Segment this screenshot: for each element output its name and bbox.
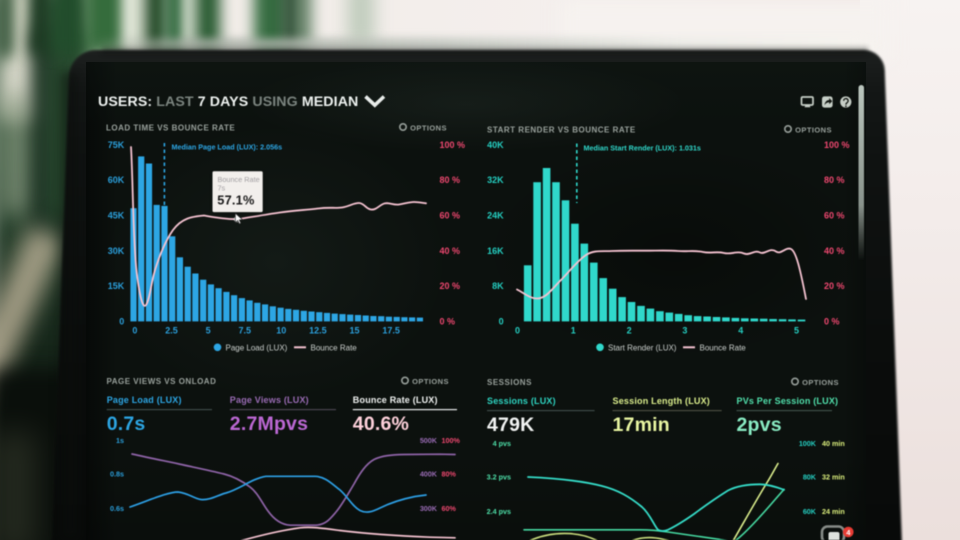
svg-text:OPTIONS: OPTIONS	[412, 377, 449, 386]
svg-text:PVs Per Session (LUX): PVs Per Session (LUX)	[737, 396, 839, 406]
svg-text:0.8s: 0.8s	[110, 470, 124, 479]
svg-text:20 %: 20 %	[440, 281, 461, 291]
svg-text:Page Load (LUX): Page Load (LUX)	[226, 343, 288, 352]
svg-text:OPTIONS: OPTIONS	[410, 124, 447, 133]
svg-text:USERS: LAST 7 DAYS USING MEDIA: USERS: LAST 7 DAYS USING MEDIAN	[98, 94, 358, 110]
svg-text:1s: 1s	[116, 436, 124, 445]
svg-text:Median Start Render (LUX): 1.0: Median Start Render (LUX): 1.031s	[584, 144, 701, 153]
svg-text:20 %: 20 %	[824, 281, 845, 291]
svg-text:2.7Mpvs: 2.7Mpvs	[230, 413, 308, 435]
svg-text:57.1%: 57.1%	[217, 193, 255, 208]
svg-text:15: 15	[349, 326, 359, 336]
svg-text:75K: 75K	[108, 140, 125, 150]
svg-text:100 %: 100 %	[824, 140, 850, 150]
svg-text:0: 0	[119, 317, 124, 327]
svg-text:OPTIONS: OPTIONS	[802, 378, 839, 387]
svg-text:300K: 300K	[420, 504, 438, 513]
svg-text:3.2 pvs: 3.2 pvs	[487, 473, 511, 482]
svg-text:24K: 24K	[487, 211, 504, 221]
svg-text:45K: 45K	[108, 211, 125, 221]
svg-text:Session Length (LUX): Session Length (LUX)	[613, 396, 711, 406]
svg-text:Bounce Rate: Bounce Rate	[700, 343, 747, 352]
svg-text:40 min: 40 min	[822, 439, 845, 448]
svg-text:2.4 pvs: 2.4 pvs	[487, 507, 511, 516]
svg-text:0 %: 0 %	[824, 317, 840, 327]
svg-text:7s: 7s	[218, 184, 226, 193]
svg-text:16K: 16K	[487, 246, 504, 256]
svg-text:12.5: 12.5	[309, 326, 327, 336]
svg-text:60 %: 60 %	[824, 211, 845, 221]
svg-text:4 pvs: 4 pvs	[493, 439, 511, 448]
svg-text:Page Load (LUX): Page Load (LUX)	[107, 395, 182, 405]
svg-text:60%: 60%	[442, 504, 457, 513]
svg-text:15K: 15K	[108, 281, 125, 291]
svg-text:Median Page Load (LUX): 2.056s: Median Page Load (LUX): 2.056s	[172, 143, 283, 152]
svg-text:1: 1	[571, 326, 576, 336]
svg-text:7.5: 7.5	[238, 326, 251, 336]
svg-text:SESSIONS: SESSIONS	[487, 378, 532, 387]
svg-text:PAGE VIEWS VS ONLOAD: PAGE VIEWS VS ONLOAD	[107, 377, 217, 386]
svg-text:80 %: 80 %	[824, 175, 845, 185]
svg-text:LOAD TIME VS BOUNCE RATE: LOAD TIME VS BOUNCE RATE	[106, 124, 235, 133]
svg-text:400K: 400K	[420, 470, 438, 479]
svg-text:40.6%: 40.6%	[353, 413, 409, 435]
svg-text:32 min: 32 min	[822, 473, 845, 482]
svg-text:Start Render (LUX): Start Render (LUX)	[608, 343, 677, 352]
svg-text:Bounce Rate (LUX): Bounce Rate (LUX)	[353, 395, 438, 405]
svg-text:0: 0	[132, 326, 137, 336]
svg-text:24 min: 24 min	[822, 507, 845, 516]
svg-text:Page Views (LUX): Page Views (LUX)	[230, 395, 309, 405]
svg-text:40 %: 40 %	[824, 246, 845, 256]
svg-text:START RENDER VS BOUNCE RATE: START RENDER VS BOUNCE RATE	[487, 126, 636, 135]
svg-text:0: 0	[499, 317, 504, 327]
svg-text:0.6s: 0.6s	[110, 504, 124, 513]
svg-text:60 %: 60 %	[440, 211, 461, 221]
svg-text:8K: 8K	[492, 281, 504, 291]
svg-text:Bounce Rate: Bounce Rate	[311, 343, 358, 352]
svg-text:10: 10	[276, 326, 286, 336]
svg-text:80K: 80K	[803, 473, 817, 482]
svg-text:0 %: 0 %	[440, 317, 456, 327]
svg-text:40K: 40K	[487, 140, 504, 150]
svg-text:17min: 17min	[613, 414, 670, 436]
svg-text:100%: 100%	[442, 436, 461, 445]
svg-text:2: 2	[627, 326, 632, 336]
svg-text:40 %: 40 %	[440, 246, 461, 256]
svg-text:OPTIONS: OPTIONS	[795, 126, 832, 135]
svg-text:5: 5	[206, 326, 211, 336]
svg-text:100K: 100K	[799, 439, 817, 448]
svg-text:0.7s: 0.7s	[107, 413, 146, 435]
svg-text:60K: 60K	[803, 507, 817, 516]
svg-text:30K: 30K	[108, 246, 125, 256]
svg-text:60K: 60K	[108, 175, 125, 185]
svg-text:32K: 32K	[487, 175, 504, 185]
svg-text:3: 3	[682, 326, 687, 336]
svg-text:Sessions (LUX): Sessions (LUX)	[487, 396, 556, 406]
svg-text:5: 5	[794, 326, 799, 336]
svg-text:Bounce Rate: Bounce Rate	[218, 175, 260, 184]
svg-text:80%: 80%	[442, 470, 457, 479]
svg-text:4: 4	[738, 326, 743, 336]
svg-text:0: 0	[515, 326, 520, 336]
svg-text:500K: 500K	[420, 436, 438, 445]
svg-text:100 %: 100 %	[440, 140, 466, 150]
svg-text:17.5: 17.5	[382, 326, 400, 336]
svg-text:2.5: 2.5	[165, 326, 178, 336]
svg-text:479K: 479K	[487, 414, 534, 436]
svg-text:80 %: 80 %	[440, 175, 461, 185]
svg-text:4: 4	[846, 528, 851, 537]
svg-text:2pvs: 2pvs	[737, 414, 782, 436]
